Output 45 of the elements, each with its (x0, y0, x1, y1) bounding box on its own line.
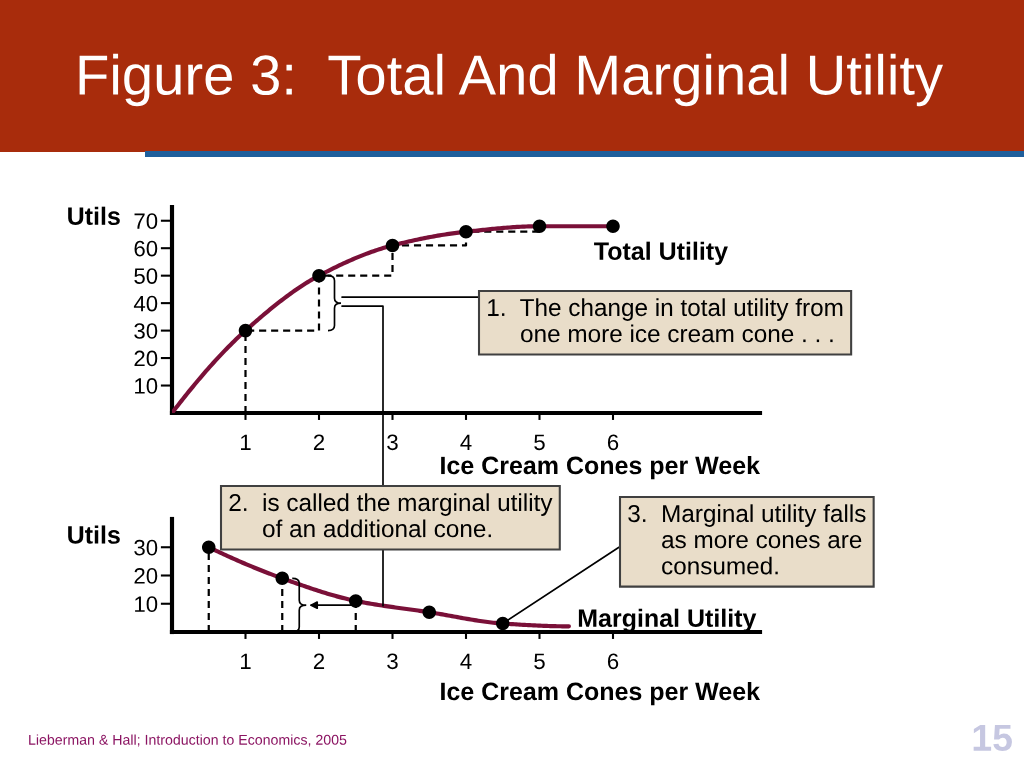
point (201, 540, 216, 555)
x-tick-label: 5 (534, 653, 545, 670)
x-tick-label: 4 (460, 653, 472, 669)
y-tick-label: 10 (135, 596, 158, 613)
y-tick-label: 20 (134, 350, 158, 367)
y-tick-label: 60 (134, 240, 158, 257)
point (459, 224, 473, 239)
y-tick-label: 30 (134, 539, 158, 556)
annotation: 3. Marginal utility falls as more cones are consumed. (628, 504, 866, 575)
series-label: Marginal Utility (578, 608, 757, 633)
x-tick-label: 2 (313, 434, 325, 450)
chart-title: Figure 3: Total And Marginal Utility (79, 53, 944, 107)
point (275, 571, 290, 586)
y-tick-label: 40 (133, 295, 158, 312)
point (532, 219, 547, 233)
y-axis-title: Utils (68, 206, 120, 226)
y-tick-label: 70 (134, 213, 158, 229)
x-tick-label: 5 (534, 434, 545, 451)
x-tick-label: 2 (313, 653, 325, 669)
point (385, 238, 400, 253)
y-tick-label: 50 (134, 268, 158, 284)
point (348, 594, 363, 608)
x-axis-title: Ice Cream Cones per Week (441, 681, 761, 706)
point (238, 323, 253, 338)
y-tick-label: 20 (134, 568, 158, 584)
annotation: 2. is called the marginal utility of an additional cone. (229, 493, 553, 538)
x-axis-title: Ice Cream Cones per Week (441, 455, 761, 480)
x-tick-label: 4 (460, 434, 472, 450)
x-tick-label: 6 (607, 434, 619, 451)
x-tick-label: 1 (241, 434, 251, 450)
text: Lieberman & Hall; Introduction to Economics, 2005 (29, 734, 347, 747)
point (606, 219, 620, 233)
y-tick-label: 10 (135, 378, 158, 394)
series-label: Total Utility (594, 241, 728, 265)
point (495, 616, 510, 631)
y-axis-title: Utils (68, 525, 120, 544)
x-tick-label: 3 (387, 434, 398, 451)
annotation: 1. The change in total utility from one more ice cream cone . . . (488, 298, 843, 343)
y-tick-label: 30 (134, 323, 158, 339)
point (312, 268, 326, 283)
x-tick-label: 1 (241, 653, 251, 669)
x-tick-label: 3 (387, 653, 398, 670)
point (422, 605, 437, 619)
x-tick-label: 6 (607, 653, 619, 670)
text: 15 (973, 724, 1012, 752)
